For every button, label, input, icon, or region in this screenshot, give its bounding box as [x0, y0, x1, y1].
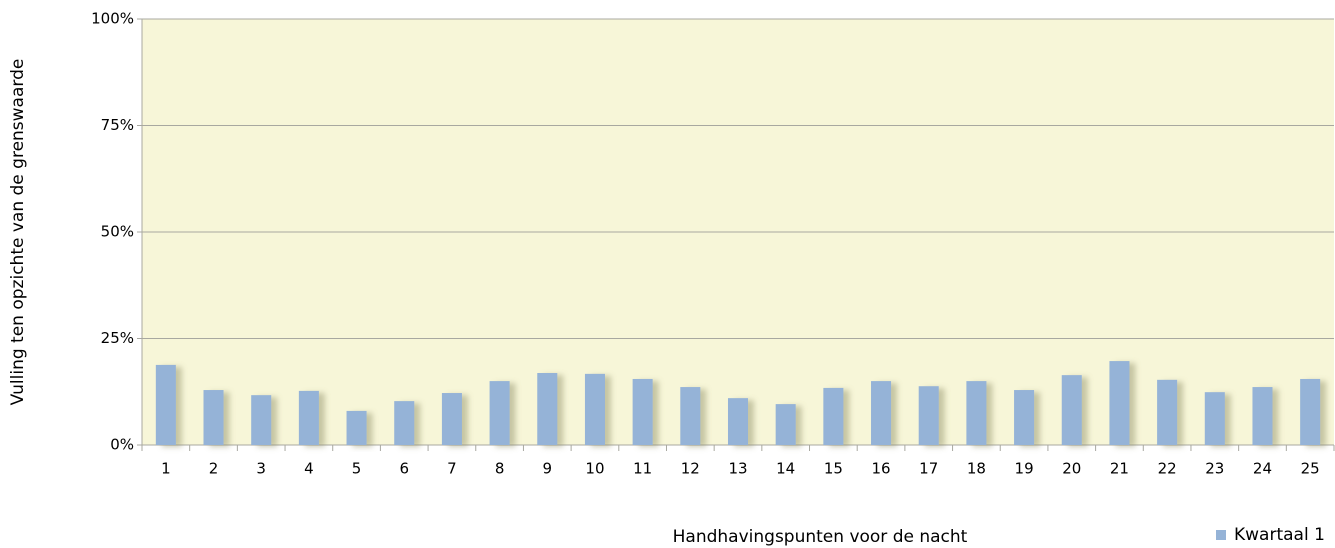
bar [871, 381, 892, 445]
x-tick-label: 2 [209, 460, 219, 478]
x-tick-label: 11 [633, 460, 652, 478]
x-tick-label: 20 [1062, 460, 1081, 478]
bar [537, 373, 558, 445]
bar [680, 387, 701, 445]
x-tick-label: 14 [776, 460, 795, 478]
x-tick-label: 13 [728, 460, 747, 478]
bar [1061, 375, 1082, 445]
x-axis-title: Handhavingspunten voor de nacht [673, 527, 968, 547]
bar [1109, 361, 1130, 445]
x-tick-label: 5 [352, 460, 362, 478]
x-tick-label: 4 [304, 460, 314, 478]
y-tick-label: 100% [91, 10, 134, 28]
x-tick-label: 6 [399, 460, 409, 478]
bar [1204, 392, 1225, 445]
bar [775, 404, 796, 445]
bar [727, 398, 749, 445]
bar [155, 364, 176, 445]
bar [441, 393, 462, 445]
x-tick-label: 18 [967, 460, 986, 478]
x-tick-label: 15 [824, 460, 843, 478]
x-tick-label: 17 [919, 460, 938, 478]
y-tick-label: 75% [101, 116, 134, 134]
y-tick-label: 25% [101, 329, 134, 347]
x-tick-label: 3 [256, 460, 266, 478]
legend-label: Kwartaal 1 [1234, 525, 1325, 545]
bar [346, 410, 367, 445]
bar [251, 395, 272, 445]
x-tick-label: 7 [447, 460, 457, 478]
bar [918, 386, 939, 445]
bar [394, 401, 415, 445]
bar [823, 387, 844, 445]
x-tick-label: 21 [1110, 460, 1129, 478]
legend-swatch [1216, 530, 1226, 540]
bar [203, 390, 224, 445]
x-tick-label: 19 [1015, 460, 1034, 478]
y-axis-title: Vulling ten opzichte van de grenswaarde [8, 59, 28, 406]
y-tick-label: 0% [110, 436, 134, 454]
bar [632, 378, 653, 445]
bar [584, 373, 605, 445]
bar [489, 381, 510, 445]
y-tick-label: 50% [101, 223, 134, 241]
x-tick-label: 9 [543, 460, 553, 478]
bar [1300, 378, 1321, 445]
x-tick-label: 25 [1301, 460, 1320, 478]
x-tick-label: 24 [1253, 460, 1272, 478]
bar [1014, 390, 1035, 445]
bar [966, 381, 987, 445]
x-tick-label: 10 [585, 460, 604, 478]
bar [1252, 387, 1273, 445]
x-tick-label: 1 [161, 460, 171, 478]
x-tick-label: 23 [1205, 460, 1224, 478]
bar [298, 390, 319, 445]
x-tick-label: 22 [1158, 460, 1177, 478]
x-tick-label: 16 [871, 460, 890, 478]
bar [1157, 379, 1178, 445]
x-tick-label: 8 [495, 460, 505, 478]
x-tick-label: 12 [681, 460, 700, 478]
